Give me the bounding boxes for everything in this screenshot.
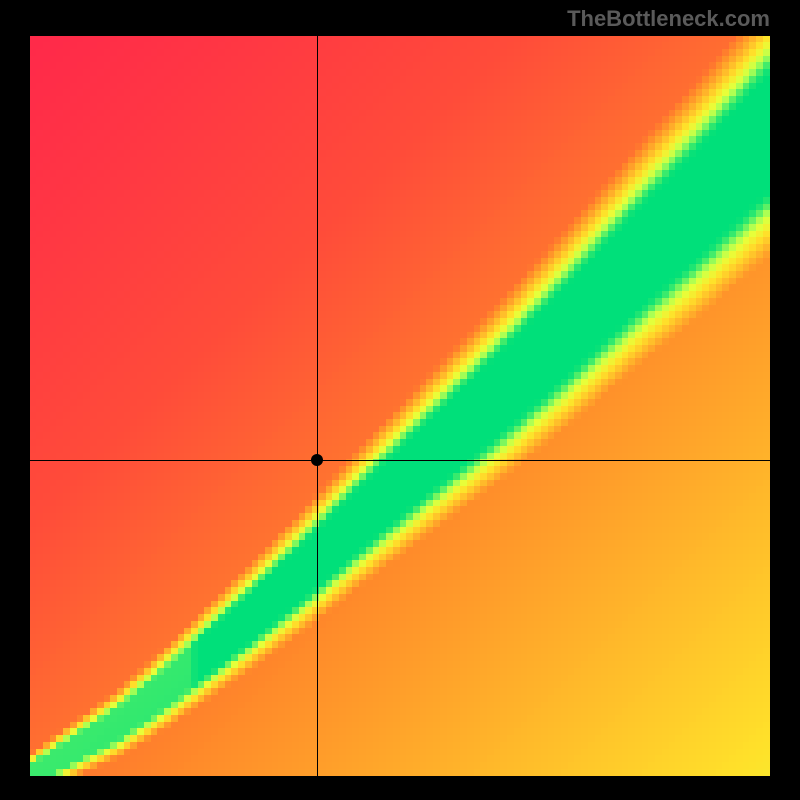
- crosshair-horizontal: [30, 460, 770, 461]
- heatmap-plot: [30, 36, 770, 776]
- heatmap-canvas: [30, 36, 770, 776]
- crosshair-marker: [311, 454, 323, 466]
- watermark-text: TheBottleneck.com: [567, 6, 770, 32]
- crosshair-vertical: [317, 36, 318, 776]
